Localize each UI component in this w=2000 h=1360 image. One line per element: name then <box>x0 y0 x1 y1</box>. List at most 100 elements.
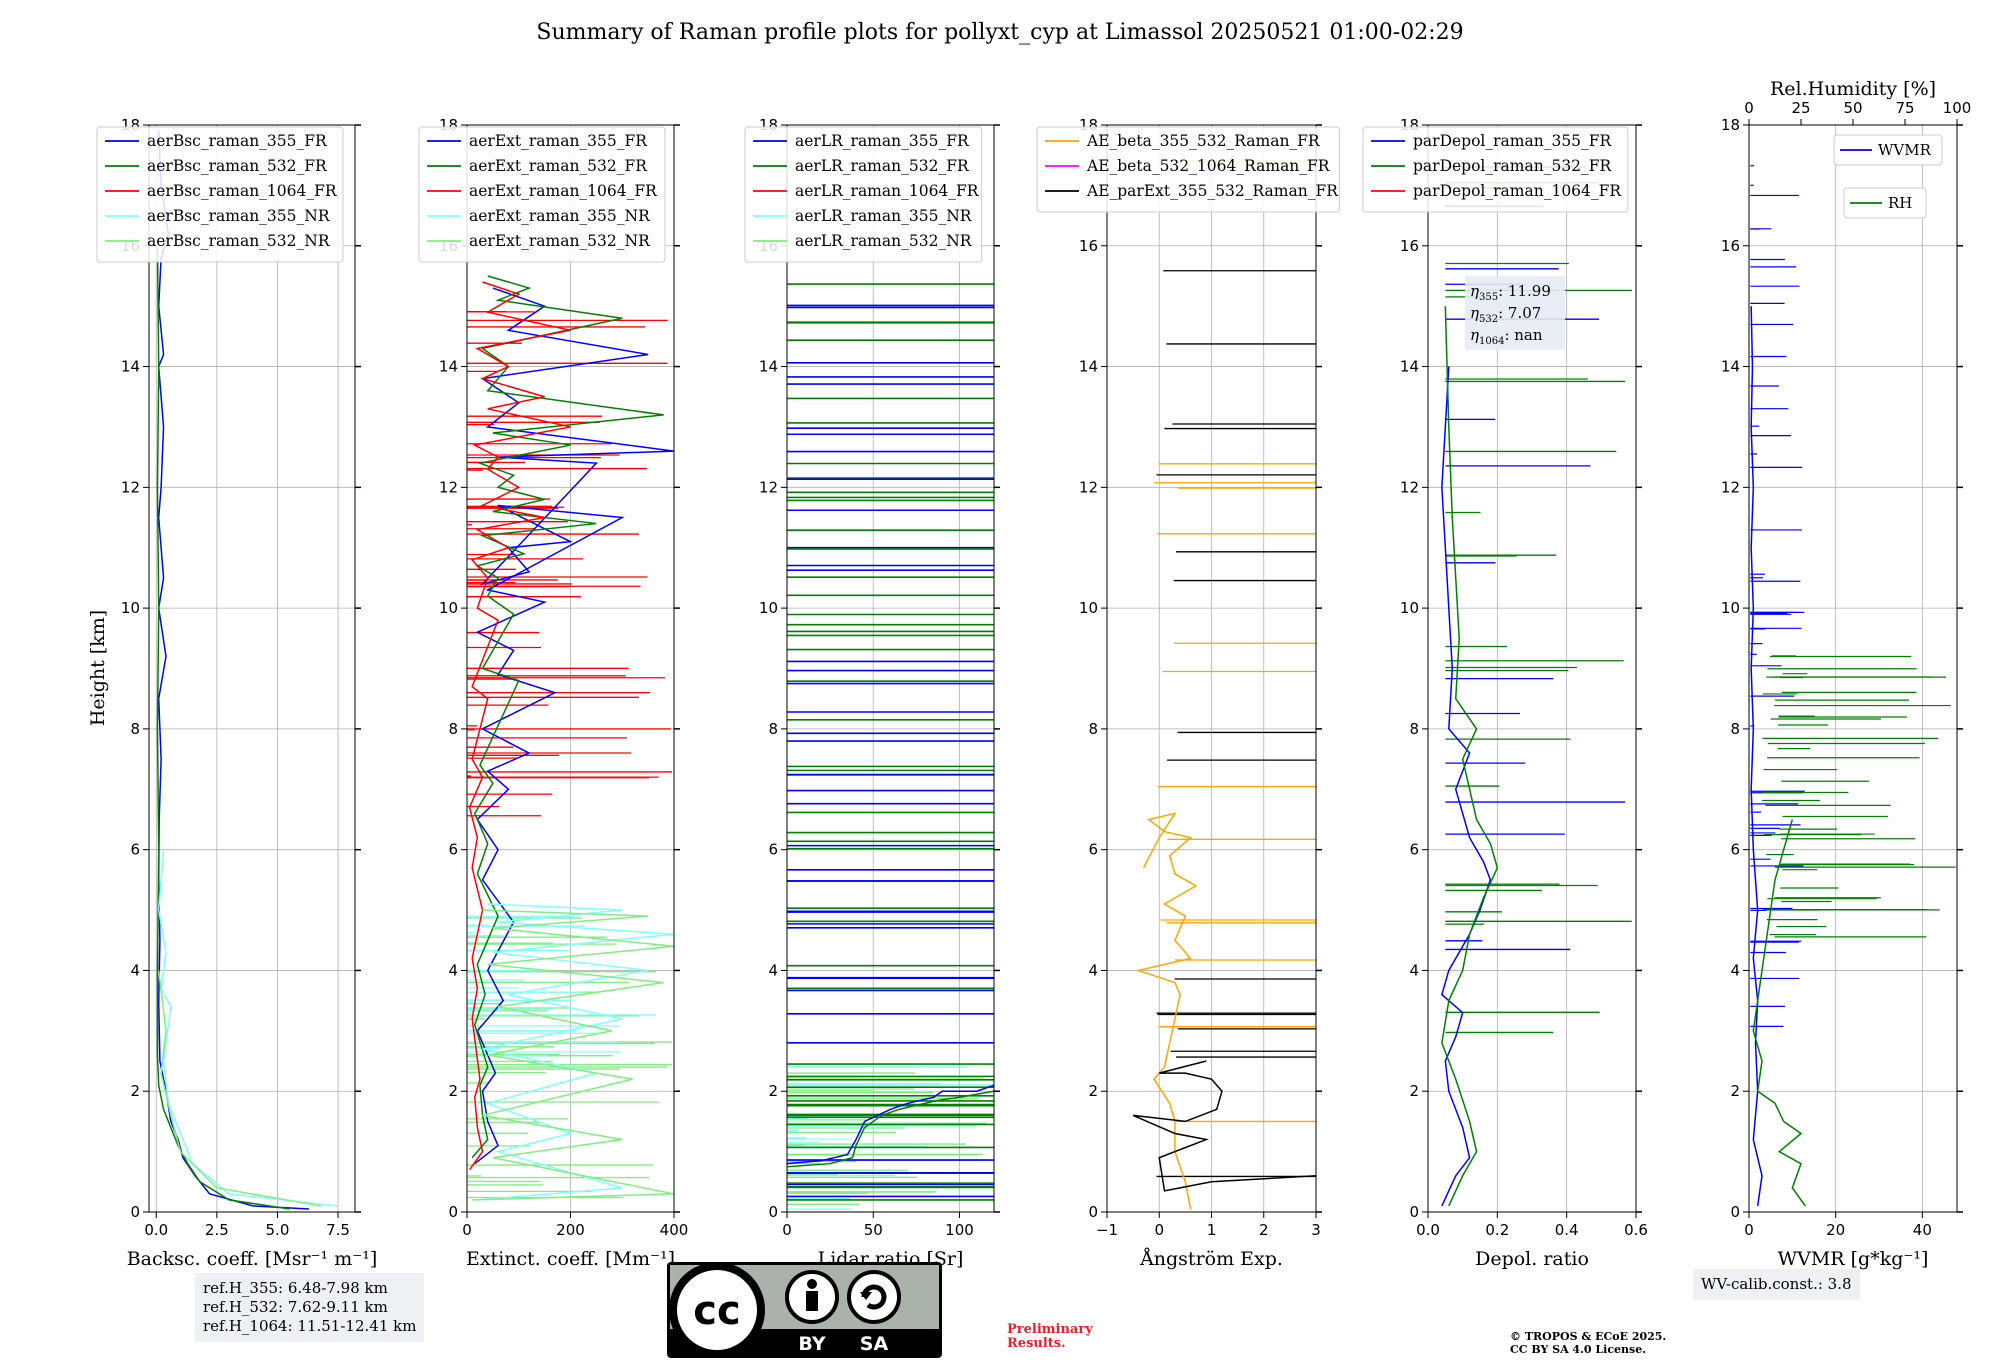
ytick-label: 14 <box>1721 358 1740 376</box>
plot-area-lr <box>787 283 994 1212</box>
ytick-label: 6 <box>448 841 458 859</box>
xtick-label: 0 <box>1154 1221 1164 1239</box>
legend-label: aerLR_raman_355_NR <box>795 207 973 225</box>
series-aerExt_raman_355_FR <box>474 287 674 1165</box>
ytick-label: 10 <box>1079 599 1098 617</box>
legend-box <box>1362 126 1629 213</box>
legend-box <box>1833 134 1943 166</box>
legend-bsc: aerBsc_raman_355_FR aerBsc_raman_532_FRae… <box>96 126 344 263</box>
figure-title: Summary of Raman profile plots for polly… <box>536 20 1464 45</box>
ytick-label: 8 <box>1409 720 1419 738</box>
ytick-label: 12 <box>1721 478 1740 496</box>
legend-label: aerExt_raman_355_FR <box>469 132 648 150</box>
top-xtick-label: 75 <box>1895 99 1914 117</box>
legend-label: aerBsc_raman_355_NR <box>147 207 331 225</box>
top-xlabel: Rel.Humidity [%] <box>1770 78 1936 100</box>
ytick-label: 6 <box>1409 841 1419 859</box>
xlabel-ext: Extinct. coeff. [Mm⁻¹] <box>466 1248 675 1270</box>
legend-label: aerExt_raman_532_FR <box>469 157 648 175</box>
plot-area-ae <box>1132 160 1316 1210</box>
ref-h-532: ref.H_532: 7.62-9.11 km <box>203 1298 388 1316</box>
xtick-label: 200 <box>556 1221 585 1239</box>
ytick-label: 2 <box>1088 1082 1098 1100</box>
legend-label: AE_beta_532_1064_Raman_FR <box>1086 157 1331 175</box>
xlabel-dep: Depol. ratio <box>1475 1248 1589 1270</box>
ytick-label: 0 <box>1409 1203 1419 1221</box>
wv-calibration-box: WV-calib.const.: 3.8 <box>1693 1269 1860 1300</box>
cc-logo-icon <box>669 1262 765 1358</box>
copyright-line-1: © TROPOS & ECoE 2025. <box>1510 1330 1667 1343</box>
ytick-label: 12 <box>121 478 140 496</box>
eta-label: η1064: nan <box>1470 326 1543 347</box>
ytick-label: 0 <box>448 1203 458 1221</box>
ref-h-1064: ref.H_1064: 11.51-12.41 km <box>203 1317 417 1335</box>
plot-area-ext <box>467 275 674 1201</box>
xtick-label: 0.4 <box>1555 1221 1579 1239</box>
ytick-label: 0 <box>1730 1203 1740 1221</box>
legend-box <box>744 126 983 263</box>
legend-wv: WVMR RH <box>1833 134 1943 219</box>
xtick-label: 0.0 <box>144 1221 168 1239</box>
legend-ae: AE_beta_355_532_Raman_FR AE_beta_532_1064… <box>1036 126 1340 213</box>
axes-frame <box>786 124 995 1213</box>
plot-area-bsc <box>156 131 339 1210</box>
legend-label: aerLR_raman_532_NR <box>795 232 973 250</box>
xtick-label: 2 <box>1259 1221 1269 1239</box>
series-AE_beta_355_532_Raman_FR <box>1135 812 1198 1210</box>
top-xtick-label: 50 <box>1843 99 1862 117</box>
ytick-label: 14 <box>1400 358 1419 376</box>
ytick-label: 8 <box>1088 720 1098 738</box>
axes-frame <box>1427 124 1637 1213</box>
ytick-label: 8 <box>130 720 140 738</box>
xtick-label: 1 <box>1207 1221 1217 1239</box>
legend-dep: parDepol_raman_355_FR parDepol_raman_532_… <box>1362 126 1629 213</box>
legend-label: aerBsc_raman_1064_FR <box>147 182 338 200</box>
share-alike-icon <box>847 1270 901 1324</box>
legend-box <box>418 126 666 263</box>
legend-box <box>96 126 344 263</box>
cc-by-sa-badge: cc BY SA <box>667 1262 942 1358</box>
xtick-label: −1 <box>1096 1221 1118 1239</box>
xtick-label: 50 <box>864 1221 883 1239</box>
ytick-label: 0 <box>130 1203 140 1221</box>
ytick-label: 8 <box>1730 720 1740 738</box>
series-WVMR <box>1750 306 1763 1207</box>
ytick-label: 8 <box>768 720 778 738</box>
xlabel-wv: WVMR [g*kg⁻¹] <box>1778 1248 1929 1270</box>
ytick-label: 6 <box>768 841 778 859</box>
ytick-label: 10 <box>1721 599 1740 617</box>
xlabel-bsc: Backsc. coeff. [Msr⁻¹ m⁻¹] <box>127 1248 378 1270</box>
xtick-label: 100 <box>945 1221 974 1239</box>
legend-label: RH <box>1888 194 1912 212</box>
legend-ext: aerExt_raman_355_FR aerExt_raman_532_FRae… <box>418 126 666 263</box>
series-aerLR_raman_355_FR <box>787 1084 994 1165</box>
xtick-label: 0 <box>462 1221 472 1239</box>
series-aerBsc_raman_532_FR <box>156 245 290 1210</box>
ytick-label: 0 <box>1088 1203 1098 1221</box>
legend-lr: aerLR_raman_355_FR aerLR_raman_532_FR aerL… <box>744 126 983 263</box>
legend-label: aerBsc_raman_532_NR <box>147 232 331 250</box>
ytick-label: 16 <box>1079 237 1098 255</box>
preliminary-note: Preliminary Results. <box>1007 1323 1093 1351</box>
y-axis-label: Height [km] <box>87 610 109 726</box>
legend-label: aerExt_raman_532_NR <box>469 232 651 250</box>
series-aerLR_raman_532_FR <box>787 1090 994 1168</box>
ytick-label: 12 <box>439 478 458 496</box>
ytick-label: 4 <box>768 961 778 979</box>
xtick-label: 0 <box>1744 1221 1754 1239</box>
top-xtick-label: 100 <box>1943 99 1972 117</box>
xtick-label: 5.0 <box>266 1221 290 1239</box>
xtick-label: 400 <box>660 1221 689 1239</box>
series-aerBsc_raman_355_NR <box>157 849 339 1207</box>
legend-label: parDepol_raman_355_FR <box>1413 132 1613 150</box>
eta-box <box>1465 275 1565 350</box>
preliminary-line-1: Preliminary <box>1007 1322 1093 1337</box>
series-aerExt_raman_1064_FR <box>468 281 571 1171</box>
ytick-label: 4 <box>448 961 458 979</box>
legend-box <box>1036 126 1340 213</box>
eta-label: η532: 7.07 <box>1470 304 1541 325</box>
legend-label: aerExt_raman_1064_FR <box>469 182 658 200</box>
reference-height-box: ref.H_355: 6.48-7.98 km ref.H_532: 7.62-… <box>195 1273 425 1342</box>
